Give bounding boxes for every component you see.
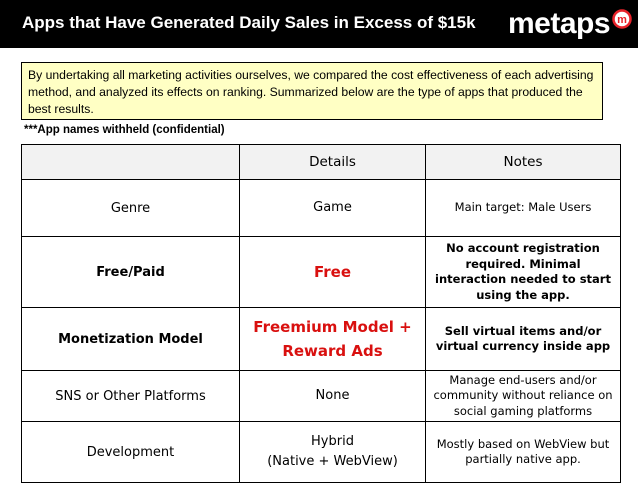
- metaps-logo: metaps m: [508, 4, 632, 44]
- row-notes: Manage end-users and/or community withou…: [425, 370, 621, 422]
- row-notes: Main target: Male Users: [425, 179, 621, 237]
- table-header-row: Details Notes: [21, 144, 621, 180]
- table-row-sns: SNS or Other Platforms None Manage end-u…: [21, 370, 621, 422]
- header-notes: Notes: [425, 144, 621, 180]
- table-row-monetization: Monetization Model Freemium Model + Rewa…: [21, 307, 621, 371]
- svg-text:m: m: [617, 14, 627, 26]
- details-line-2: (Native + WebView): [267, 454, 398, 469]
- row-details: None: [239, 370, 426, 422]
- row-details: Free: [239, 236, 426, 308]
- app-summary-table: Details Notes Genre Game Main target: Ma…: [21, 144, 621, 483]
- row-details: Hybrid (Native + WebView): [239, 421, 426, 483]
- metaps-m-circle-icon: m: [612, 9, 632, 33]
- row-label: Genre: [21, 179, 240, 237]
- row-label: Free/Paid: [21, 236, 240, 308]
- page-title: Apps that Have Generated Daily Sales in …: [22, 13, 476, 32]
- confidential-note: ***App names withheld (confidential): [24, 124, 225, 136]
- logo-wordmark: metaps: [508, 7, 611, 40]
- row-notes: Mostly based on WebView but partially na…: [425, 421, 621, 483]
- row-details: Game: [239, 179, 426, 237]
- row-notes: Sell virtual items and/or virtual curren…: [425, 307, 621, 371]
- header-bar: Apps that Have Generated Daily Sales in …: [0, 0, 638, 48]
- row-label: Monetization Model: [21, 307, 240, 371]
- header-details: Details: [239, 144, 426, 180]
- intro-box: By undertaking all marketing activities …: [21, 62, 603, 120]
- header-empty-cell: [21, 144, 240, 180]
- table-row-free-paid: Free/Paid Free No account registration r…: [21, 236, 621, 308]
- row-notes: No account registration required. Minima…: [425, 236, 621, 308]
- table-row-development: Development Hybrid (Native + WebView) Mo…: [21, 421, 621, 483]
- row-label: SNS or Other Platforms: [21, 370, 240, 422]
- details-line-1: Hybrid: [311, 434, 354, 449]
- row-details: Freemium Model + Reward Ads: [239, 307, 426, 371]
- table-row-genre: Genre Game Main target: Male Users: [21, 179, 621, 237]
- row-label: Development: [21, 421, 240, 483]
